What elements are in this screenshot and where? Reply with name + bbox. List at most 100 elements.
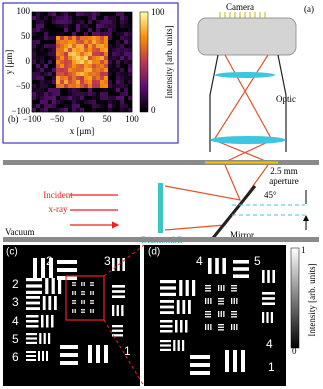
heat-cell — [72, 56, 77, 61]
heat-cell — [112, 96, 117, 101]
heat-cell — [120, 36, 125, 41]
heat-cell — [52, 104, 57, 109]
heat-cell — [128, 100, 133, 105]
heat-cell — [92, 84, 97, 89]
heat-cell — [56, 12, 61, 17]
heat-cell — [64, 20, 69, 25]
heat-cell — [64, 12, 69, 17]
heat-cell — [36, 72, 41, 77]
bar — [112, 258, 115, 271]
panel-label: (d) — [148, 247, 160, 258]
heat-cell — [60, 80, 65, 85]
heat-cell — [48, 28, 53, 33]
heat-cell — [76, 44, 81, 49]
heat-cell — [76, 16, 81, 21]
heat-cell — [40, 72, 45, 77]
bar — [218, 298, 224, 300]
heat-cell — [52, 20, 57, 25]
bar — [116, 305, 119, 316]
y-tick-label: 0 — [26, 56, 31, 66]
y-label: y [μm] — [4, 50, 14, 75]
heat-cell — [96, 68, 101, 73]
heat-cell — [104, 12, 109, 17]
heat-cell — [108, 88, 113, 93]
bar — [180, 320, 183, 333]
heat-cell — [76, 84, 81, 89]
heat-cell — [92, 68, 97, 73]
element-number: 1 — [268, 360, 275, 374]
heat-cell — [84, 100, 89, 105]
heat-cell — [104, 68, 109, 73]
heat-cell — [36, 108, 41, 113]
bar — [75, 291, 76, 295]
heat-cell — [44, 56, 49, 61]
heat-cell — [68, 24, 73, 29]
heat-cell — [96, 32, 101, 37]
heat-cell — [80, 104, 85, 109]
heat-cell — [36, 36, 41, 41]
heat-cell — [76, 32, 81, 37]
bar — [220, 285, 222, 291]
heat-cell — [84, 52, 89, 57]
heat-cell — [52, 76, 57, 81]
heat-cell — [72, 108, 77, 113]
heat-cell — [76, 76, 81, 81]
bar — [270, 312, 273, 323]
bar — [57, 260, 77, 264]
heat-cell — [116, 48, 121, 53]
heat-cell — [36, 48, 41, 53]
bar — [48, 296, 52, 310]
bar — [121, 305, 124, 316]
heat-cell — [112, 84, 117, 89]
bar — [112, 295, 125, 298]
heat-cell — [72, 32, 77, 37]
heat-cell — [80, 88, 85, 93]
heat-cell — [108, 104, 113, 109]
heat-cell — [76, 108, 81, 113]
bar — [160, 305, 174, 309]
bar — [112, 329, 123, 332]
heat-cell — [60, 56, 65, 61]
heat-cell — [68, 48, 73, 53]
bar — [73, 291, 75, 295]
heat-cell — [112, 64, 117, 69]
bar — [236, 324, 238, 330]
heat-cell — [96, 40, 101, 45]
bar — [51, 315, 54, 328]
heat-cell — [36, 40, 41, 45]
bar — [90, 291, 91, 295]
heat-cell — [128, 24, 133, 29]
heat-cell — [76, 52, 81, 57]
heat-cell — [32, 52, 37, 57]
heat-cell — [88, 104, 93, 109]
bar — [45, 278, 49, 294]
heat-cell — [76, 40, 81, 45]
heat-cell — [84, 12, 89, 17]
heat-cell — [40, 56, 45, 61]
heat-cell — [88, 48, 93, 53]
bar — [88, 345, 92, 363]
heat-cell — [76, 68, 81, 73]
heat-cell — [40, 104, 45, 109]
heat-cell — [100, 20, 105, 25]
element-number: 1 — [124, 344, 131, 358]
heat-cell — [60, 88, 65, 93]
bar — [81, 309, 85, 310]
heat-cell — [84, 44, 89, 49]
bar — [26, 307, 40, 310]
heat-cell — [60, 32, 65, 37]
heat-cell — [112, 20, 117, 25]
heat-cell — [60, 48, 65, 53]
bar — [112, 334, 123, 337]
sensor — [219, 12, 266, 18]
heat-cell — [120, 96, 125, 101]
window — [3, 160, 319, 165]
heat-cell — [112, 44, 117, 49]
heat-cell — [48, 104, 53, 109]
heat-cell — [32, 72, 37, 77]
heat-cell — [128, 28, 133, 33]
heat-cell — [40, 108, 45, 113]
heat-cell — [104, 92, 109, 97]
heat-cell — [100, 108, 105, 113]
heat-cell — [92, 12, 97, 17]
